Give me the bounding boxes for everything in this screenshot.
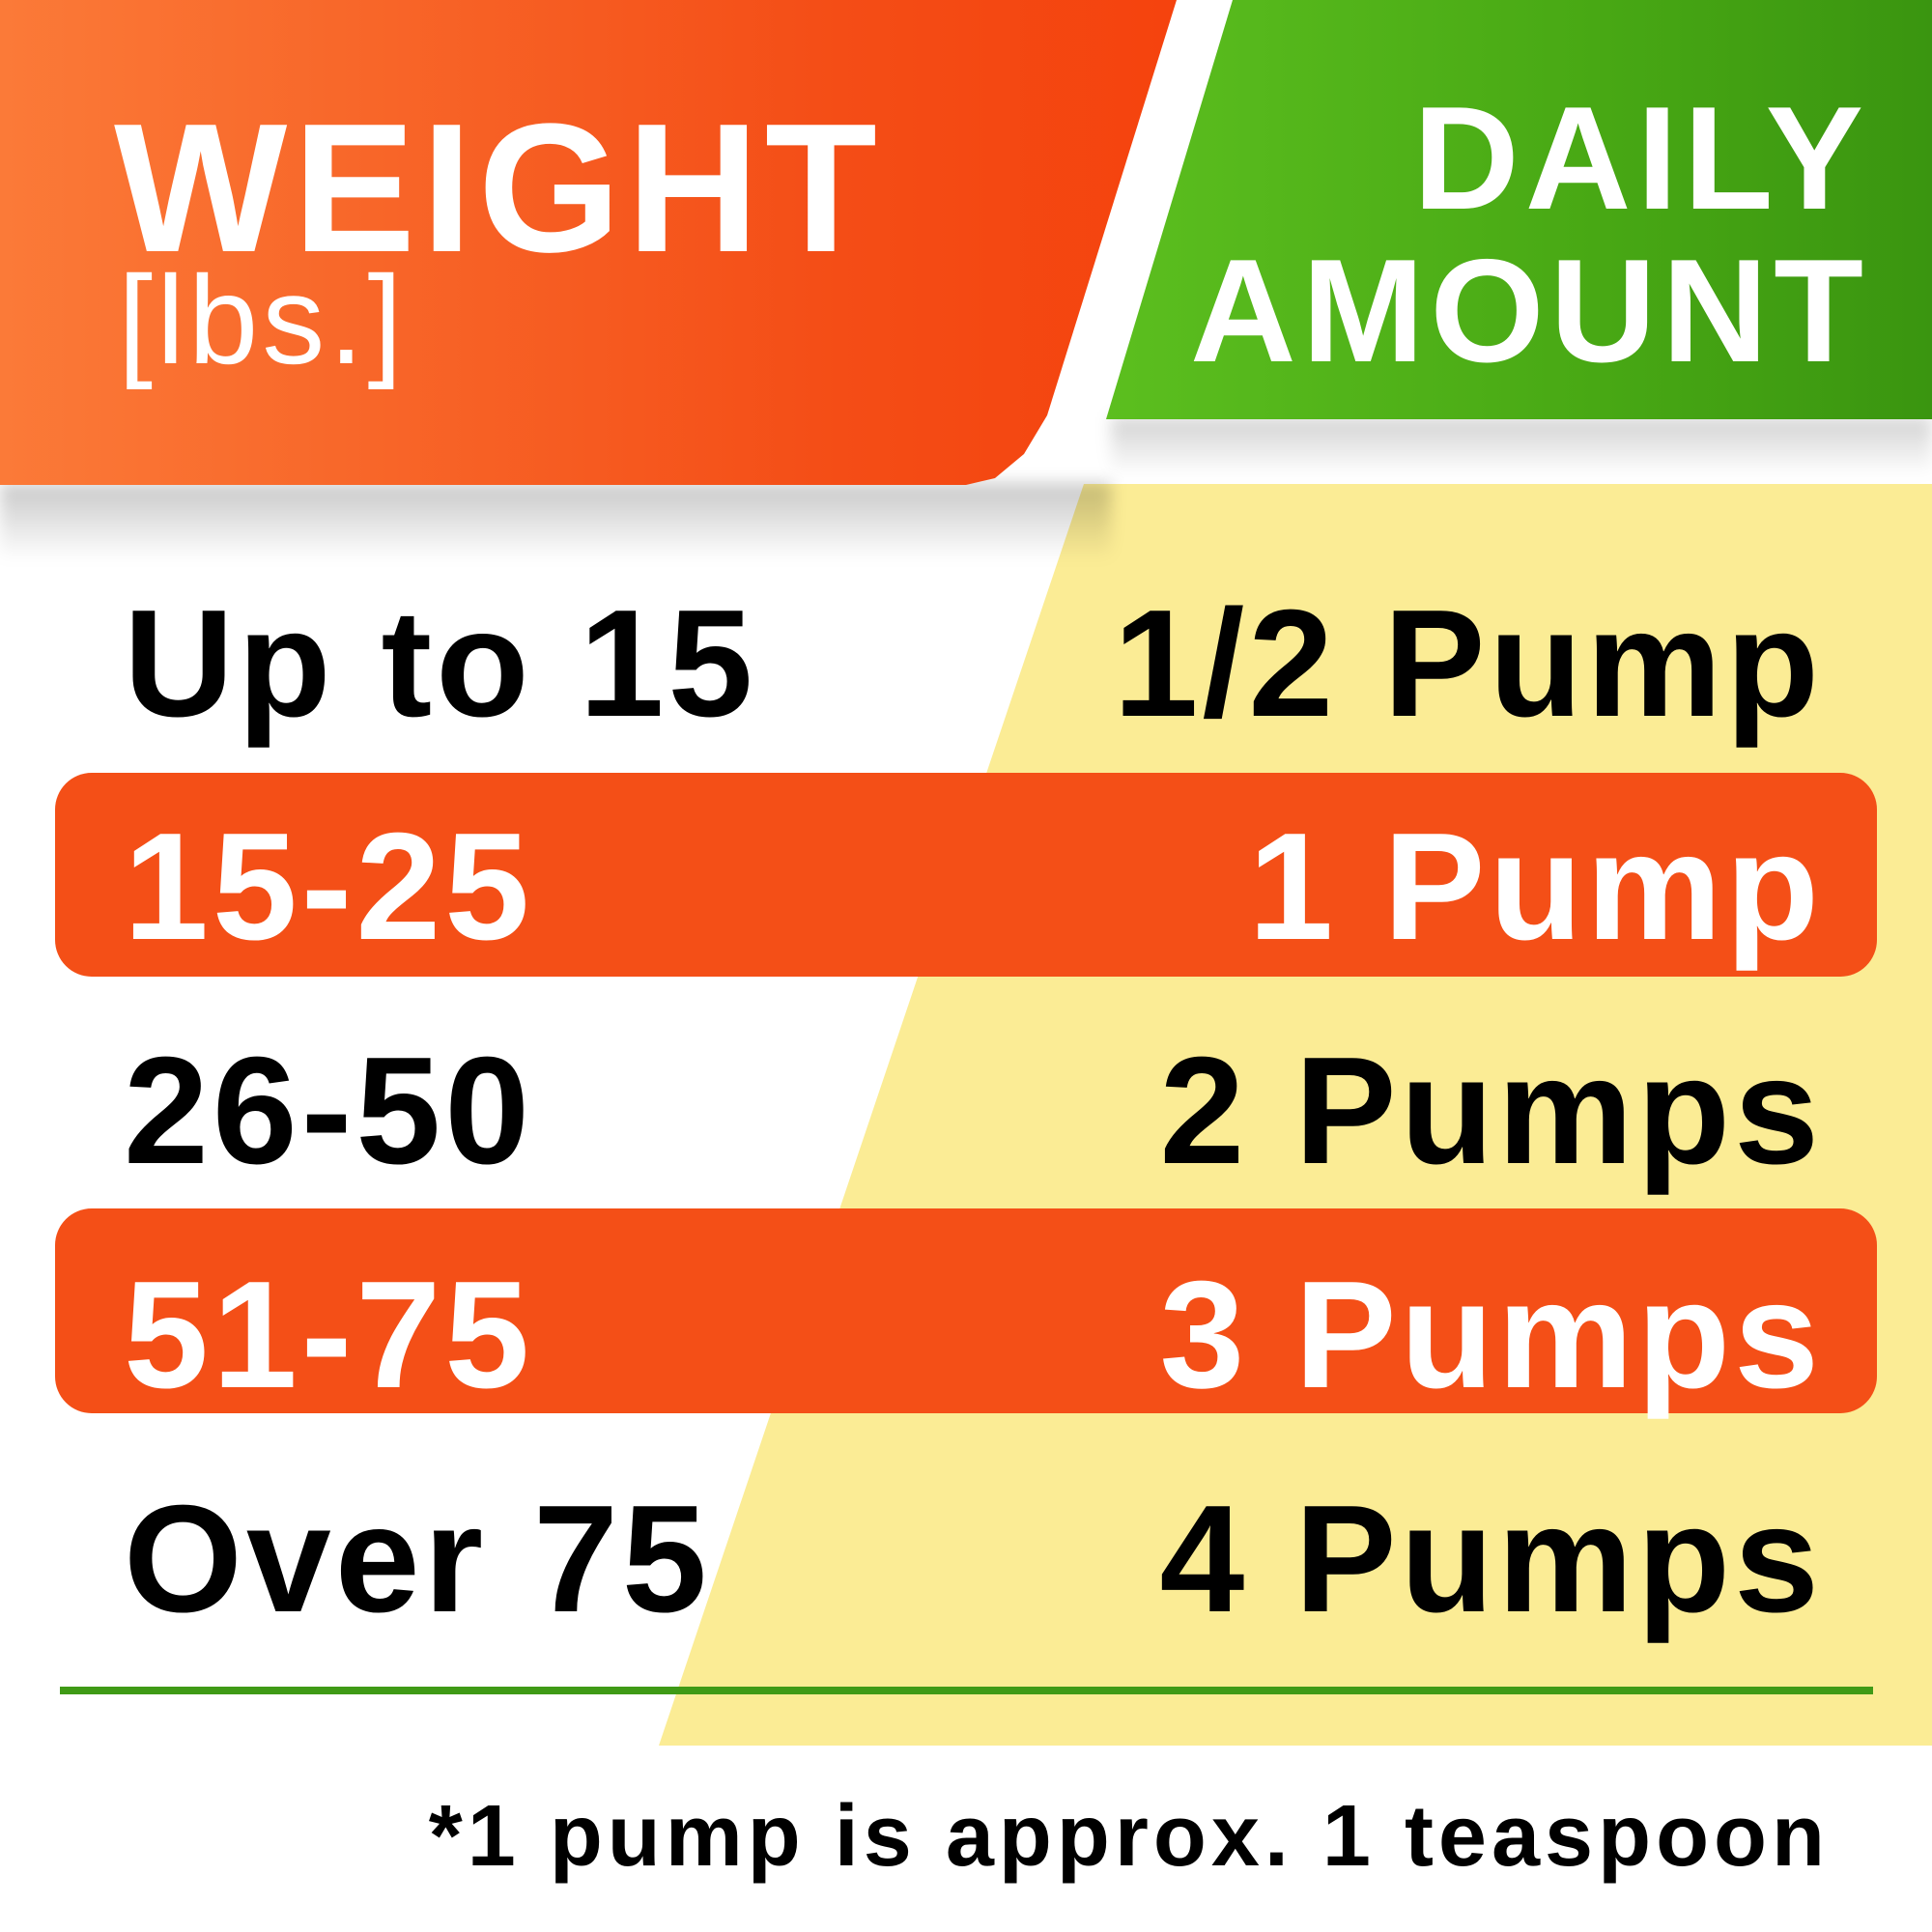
row-amount: 2 Pumps [1159, 1026, 1823, 1196]
row-amount: 1/2 Pump [1113, 579, 1823, 749]
weight-header [0, 0, 1177, 485]
row-weight: Up to 15 [124, 579, 757, 749]
row-amount: 3 Pumps [1159, 1250, 1823, 1420]
weight-header-shadow [0, 483, 1111, 560]
weight-header-title: WEIGHT [114, 86, 883, 291]
row-weight: 26-50 [124, 1026, 534, 1196]
row-highlight-band [55, 1208, 1877, 1413]
amount-header-shadow [1111, 417, 1932, 475]
amount-header-line2: AMOUNT [1189, 229, 1869, 393]
footnote: *1 pump is approx. 1 teaspoon [428, 1788, 1830, 1885]
row-weight: 15-25 [124, 802, 534, 972]
amount-header-line1: DAILY [1412, 76, 1869, 241]
amount-header [1106, 0, 1932, 419]
row-highlight-band [55, 773, 1877, 977]
row-amount: 1 Pump [1248, 802, 1823, 972]
row-amount: 4 Pumps [1159, 1474, 1823, 1644]
row-weight: Over 75 [124, 1474, 711, 1644]
divider-line [60, 1687, 1873, 1694]
row-weight: 51-75 [124, 1250, 534, 1420]
weight-header-unit: [lbs.] [118, 249, 407, 390]
